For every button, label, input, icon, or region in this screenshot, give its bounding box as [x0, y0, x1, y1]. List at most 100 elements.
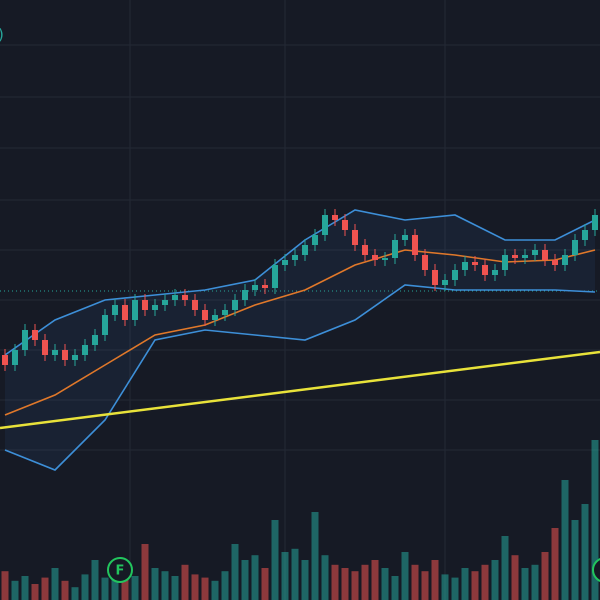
volume-bar: [211, 580, 219, 600]
volume-bar: [41, 577, 49, 600]
candle-body: [72, 355, 78, 360]
candle-body: [442, 280, 448, 285]
volume-bar: [391, 576, 399, 600]
candle-body: [22, 330, 28, 350]
candle-body: [302, 245, 308, 255]
candle-body: [392, 240, 398, 258]
volume-bar: [411, 564, 419, 600]
candle-body: [312, 235, 318, 245]
event-marker-label: F: [116, 564, 125, 579]
candle-body: [92, 335, 98, 345]
candle-body: [42, 340, 48, 355]
candle-body: [102, 315, 108, 335]
candle-body: [532, 250, 538, 255]
volume-bar: [291, 548, 299, 600]
volume-bar: [311, 512, 319, 600]
candle-body: [122, 305, 128, 320]
volume-bar: [31, 584, 39, 600]
candle-body: [272, 265, 278, 288]
band-fill: [5, 210, 595, 470]
volume-bar: [151, 568, 159, 600]
candle-body: [462, 262, 468, 270]
candle-body: [112, 305, 118, 315]
candle-body: [162, 300, 168, 305]
candle-body: [62, 350, 68, 360]
candle-body: [432, 270, 438, 285]
volume-bar: [251, 555, 259, 600]
volume-bar: [11, 580, 19, 600]
volume-bar: [541, 552, 549, 600]
indicator-line: [4, 284, 596, 471]
candle-body: [152, 305, 158, 310]
volume-bar: [341, 568, 349, 600]
volume-bar: [231, 544, 239, 600]
volume-bar: [501, 536, 509, 600]
volume-bar: [421, 571, 429, 600]
candle-body: [282, 260, 288, 265]
volume-bar: [571, 520, 579, 600]
candle-body: [582, 230, 588, 240]
volume-bar: [381, 568, 389, 600]
candle-body: [212, 315, 218, 320]
volume-bar: [471, 571, 479, 600]
candle-body: [32, 330, 38, 340]
volume-bar: [461, 568, 469, 600]
volume-bar: [591, 440, 599, 600]
indicator-line: [0, 350, 600, 430]
volume-bar: [171, 576, 179, 600]
candle-body: [132, 300, 138, 320]
volume-bar: [91, 560, 99, 600]
candle-body: [192, 300, 198, 310]
volume-bar: [21, 576, 29, 600]
volume-bar: [161, 571, 169, 600]
candle-body: [52, 350, 58, 355]
candle-body: [342, 220, 348, 230]
candle-body: [182, 295, 188, 300]
volume-bar: [201, 577, 209, 600]
volume-bar: [371, 560, 379, 600]
volume-bar: [51, 568, 59, 600]
volume-bar: [441, 574, 449, 600]
volume-bar: [121, 564, 129, 600]
candle-body: [542, 250, 548, 260]
volume-bar: [531, 564, 539, 600]
candle-body: [402, 235, 408, 240]
volume-bar: [321, 555, 329, 600]
volume-bar: [331, 564, 339, 600]
volume-bar: [271, 520, 279, 600]
candle-body: [232, 300, 238, 310]
candle-body: [2, 355, 8, 365]
candle-body: [82, 345, 88, 355]
volume-bar: [561, 480, 569, 600]
volume-bar: [61, 580, 69, 600]
candle-body: [452, 270, 458, 280]
candle-body: [222, 310, 228, 315]
volume-bar: [261, 568, 269, 600]
candle-body: [242, 290, 248, 300]
candle-body: [572, 240, 578, 255]
candle-body: [202, 310, 208, 320]
candle-body: [352, 230, 358, 245]
volume-bar: [221, 571, 229, 600]
volume-bar: [71, 587, 79, 600]
volume-bar: [511, 555, 519, 600]
candle-body: [322, 215, 328, 235]
volume-bar: [81, 574, 89, 600]
volume-bar: [431, 560, 439, 600]
candle-body: [422, 255, 428, 270]
volume-bar: [451, 577, 459, 600]
volume-bar: [131, 576, 139, 600]
volume-bar: [281, 552, 289, 600]
volume-bar: [101, 577, 109, 600]
candle-body: [12, 350, 18, 365]
candle-body: [262, 285, 268, 288]
volume-bar: [191, 574, 199, 600]
candle-body: [172, 295, 178, 300]
candle-body: [472, 262, 478, 265]
candle-body: [292, 255, 298, 260]
candle-body: [372, 255, 378, 260]
legend-fragment: ): [0, 26, 4, 44]
candle-body: [522, 255, 528, 258]
volume-bar: [181, 564, 189, 600]
